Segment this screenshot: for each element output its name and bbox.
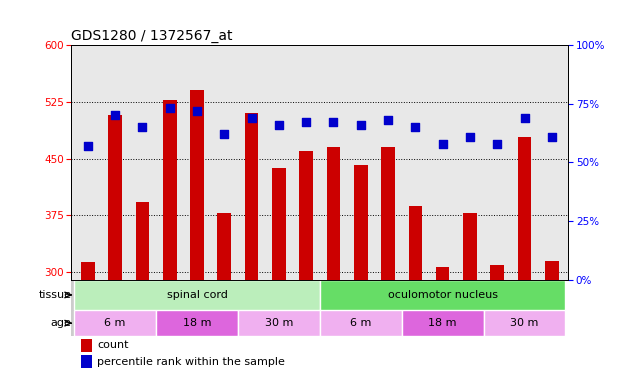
Bar	[436, 267, 450, 280]
Bar	[238, 310, 320, 336]
Point	[438, 141, 448, 147]
Bar	[81, 262, 94, 280]
Bar	[409, 206, 422, 280]
Point	[465, 134, 475, 140]
Point	[192, 108, 202, 114]
Point	[520, 115, 530, 121]
Bar	[320, 280, 566, 310]
Point	[383, 117, 393, 123]
Text: 18 m: 18 m	[428, 318, 457, 328]
Bar	[299, 151, 313, 280]
Bar	[156, 310, 238, 336]
Bar	[190, 90, 204, 280]
Point	[83, 143, 93, 149]
Bar	[320, 310, 402, 336]
Point	[410, 124, 420, 130]
Text: GDS1280 / 1372567_at: GDS1280 / 1372567_at	[71, 28, 233, 43]
Point	[219, 131, 229, 137]
Bar	[402, 310, 484, 336]
Point	[329, 120, 338, 126]
Bar	[327, 147, 340, 280]
Text: spinal cord: spinal cord	[166, 290, 227, 300]
Point	[110, 112, 120, 118]
Text: tissue: tissue	[39, 290, 71, 300]
Bar	[81, 339, 93, 352]
Bar	[491, 265, 504, 280]
Bar	[163, 99, 176, 280]
Point	[547, 134, 557, 140]
Text: 18 m: 18 m	[183, 318, 211, 328]
Bar	[545, 261, 559, 280]
Bar	[518, 137, 532, 280]
Bar	[81, 355, 93, 368]
Bar	[354, 165, 368, 280]
Bar	[108, 116, 122, 280]
Text: age: age	[50, 318, 71, 328]
Bar	[74, 280, 320, 310]
Bar	[135, 202, 149, 280]
Point	[137, 124, 147, 130]
Text: 6 m: 6 m	[350, 318, 371, 328]
Text: 30 m: 30 m	[265, 318, 293, 328]
Bar	[245, 113, 258, 280]
Bar	[463, 213, 477, 280]
Bar	[74, 310, 156, 336]
Text: 6 m: 6 m	[104, 318, 126, 328]
Text: 30 m: 30 m	[510, 318, 539, 328]
Point	[247, 115, 256, 121]
Text: oculomotor nucleus: oculomotor nucleus	[388, 290, 497, 300]
Bar	[381, 147, 395, 280]
Point	[274, 122, 284, 128]
Point	[492, 141, 502, 147]
Point	[356, 122, 366, 128]
Text: percentile rank within the sample: percentile rank within the sample	[97, 357, 285, 367]
Point	[165, 105, 175, 111]
Point	[301, 120, 311, 126]
Bar	[217, 213, 231, 280]
Text: count: count	[97, 340, 129, 350]
Bar	[272, 168, 286, 280]
Bar	[484, 310, 566, 336]
